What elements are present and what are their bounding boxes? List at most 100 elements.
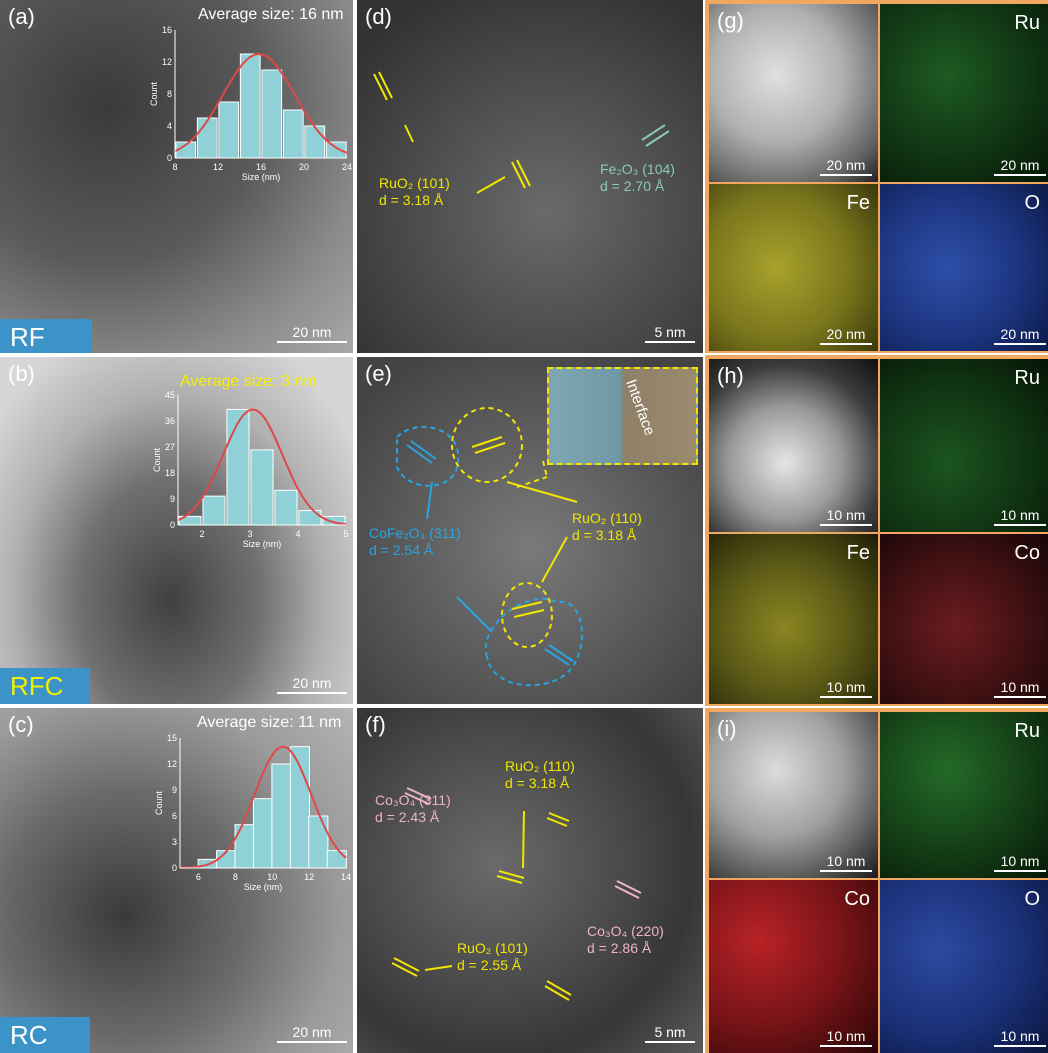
scale-bar: 20 nm bbox=[277, 324, 347, 343]
element-label: Ru bbox=[1014, 367, 1040, 389]
annotation-ruo2-101: RuO₂ (101) d = 2.55 Å bbox=[457, 940, 528, 973]
eds-h-ru-map: Ru 10 nm bbox=[880, 359, 1048, 532]
scale-bar: 5 nm bbox=[645, 324, 695, 343]
y-tick-label: 36 bbox=[165, 416, 175, 426]
y-tick-label: 0 bbox=[170, 520, 175, 530]
element-label: Co bbox=[844, 888, 870, 910]
y-tick-label: 15 bbox=[167, 733, 177, 743]
scale-label: 5 nm bbox=[654, 1024, 686, 1040]
y-tick-label: 8 bbox=[167, 89, 172, 99]
x-tick-label: 16 bbox=[256, 162, 266, 172]
panel-label: (g) bbox=[717, 8, 744, 33]
x-axis-label: Size (nm) bbox=[243, 539, 282, 549]
x-axis-label: Size (nm) bbox=[242, 172, 281, 182]
panel-label: (d) bbox=[365, 4, 392, 29]
histogram-bar bbox=[218, 101, 240, 159]
histogram-bars bbox=[178, 408, 346, 526]
histogram-bar bbox=[226, 408, 250, 526]
eds-i-haadf: (i) 10 nm bbox=[709, 712, 878, 878]
eds-g-haadf: (g) 20 nm bbox=[709, 4, 878, 182]
y-tick-label: 9 bbox=[170, 494, 175, 504]
scale-bar: 10 nm bbox=[820, 853, 872, 872]
panel-b: (b) Average size: 3 nm 2 3 4 5 0 9 18 27 36 45 Siz… bbox=[0, 357, 353, 704]
histogram-bar bbox=[252, 798, 274, 869]
panel-f: (f) Co₃O₄ (311) d = 2.43 Å RuO₂ (110) d … bbox=[357, 708, 703, 1053]
x-tick-label: 4 bbox=[295, 529, 300, 539]
x-tick-label: 20 bbox=[299, 162, 309, 172]
scale-bar: 20 nm bbox=[820, 157, 872, 176]
sample-tag: RC bbox=[0, 1017, 90, 1053]
annotation-cofe2o4-311: CoFe₂O₄ (311) d = 2.54 Å bbox=[369, 525, 461, 558]
x-tick-label: 10 bbox=[267, 872, 277, 882]
scale-bar: 20 nm bbox=[820, 326, 872, 345]
panel-label: (f) bbox=[365, 712, 386, 737]
y-tick-label: 27 bbox=[165, 442, 175, 452]
histogram-bar bbox=[298, 510, 322, 526]
panel-label: (h) bbox=[717, 363, 744, 388]
histogram-bar bbox=[250, 449, 274, 526]
eds-h-haadf: (h) 10 nm bbox=[709, 359, 878, 532]
y-axis-label: Count bbox=[152, 448, 162, 473]
eds-i-o-map: O 10 nm bbox=[880, 880, 1048, 1053]
y-tick-label: 12 bbox=[162, 57, 172, 67]
annotation-ruo2-110: RuO₂ (110) d = 3.18 Å bbox=[505, 758, 575, 791]
y-axis-label: Count bbox=[149, 82, 159, 107]
panel-label: (i) bbox=[717, 716, 737, 741]
histogram-bars bbox=[197, 746, 347, 869]
scale-bar: 10 nm bbox=[994, 679, 1046, 698]
x-tick-label: 14 bbox=[341, 872, 351, 882]
eds-g-fe-map: Fe 20 nm bbox=[709, 184, 878, 351]
scale-bar: 10 nm bbox=[820, 679, 872, 698]
gaussian-fit-curve bbox=[177, 408, 347, 526]
scale-bar: 10 nm bbox=[820, 1028, 872, 1047]
lattice-markers bbox=[391, 787, 642, 1001]
y-tick-label: 0 bbox=[167, 153, 172, 163]
lattice-markers bbox=[373, 71, 670, 194]
element-label: Ru bbox=[1014, 12, 1040, 34]
histogram-bar bbox=[304, 125, 326, 159]
panel-label: (c) bbox=[8, 712, 34, 737]
eds-i-co-map: Co 10 nm bbox=[709, 880, 878, 1053]
eds-g-o-map: O 20 nm bbox=[880, 184, 1048, 351]
y-tick-label: 3 bbox=[172, 837, 177, 847]
x-tick-label: 24 bbox=[342, 162, 352, 172]
y-tick-label: 0 bbox=[172, 863, 177, 873]
scale-bar: 5 nm bbox=[645, 1024, 695, 1043]
panel-e: (e) Interface RuO₂ (110) d = 3.18 Å bbox=[357, 357, 703, 704]
x-tick-label: 2 bbox=[199, 529, 204, 539]
x-axis-label: Size (nm) bbox=[244, 882, 283, 892]
histogram-bar bbox=[308, 815, 329, 869]
eds-h-fe-map: Fe 10 nm bbox=[709, 534, 878, 704]
element-label: Fe bbox=[846, 542, 870, 564]
scale-bar: 20 nm bbox=[994, 157, 1046, 176]
annotation-co3o4-220: Co₃O₄ (220) d = 2.86 Å bbox=[587, 923, 664, 956]
element-label: O bbox=[1024, 192, 1040, 214]
x-tick-label: 12 bbox=[304, 872, 314, 882]
x-tick-label: 5 bbox=[343, 529, 348, 539]
element-label: Ru bbox=[1014, 720, 1040, 742]
gaussian-fit-curve bbox=[174, 52, 348, 154]
sample-tag: RF bbox=[0, 319, 92, 353]
y-tick-label: 16 bbox=[162, 25, 172, 35]
histogram-bar bbox=[234, 824, 255, 869]
histogram-bar bbox=[274, 489, 298, 526]
histogram-bar bbox=[202, 495, 226, 526]
histogram-c: 6 8 10 12 14 0 3 6 9 12 15 Size (nm) Count bbox=[154, 733, 351, 892]
histogram-bar bbox=[271, 763, 292, 869]
element-label: O bbox=[1024, 888, 1040, 910]
element-label: Fe bbox=[846, 192, 870, 214]
scale-label: 5 nm bbox=[654, 324, 686, 340]
panel-label: (b) bbox=[8, 361, 35, 386]
panel-d: (d) RuO₂ (101) d = 3.18 Å Fe₂O₃ (104) d … bbox=[357, 0, 703, 353]
y-tick-label: 12 bbox=[167, 759, 177, 769]
annotation-co3o4-311: Co₃O₄ (311) d = 2.43 Å bbox=[375, 792, 451, 825]
eds-h-co-map: Co 10 nm bbox=[880, 534, 1048, 704]
annotation-ruo2-110: RuO₂ (110) d = 3.18 Å bbox=[572, 510, 642, 543]
panel-c: (c) Average size: 11 nm 6 8 10 12 14 0 3 6 9 12 15… bbox=[0, 708, 353, 1053]
scale-bar: 10 nm bbox=[994, 1028, 1046, 1047]
average-size: Average size: 11 nm bbox=[197, 714, 342, 731]
gaussian-fit-curve bbox=[180, 745, 347, 869]
y-tick-label: 18 bbox=[165, 468, 175, 478]
